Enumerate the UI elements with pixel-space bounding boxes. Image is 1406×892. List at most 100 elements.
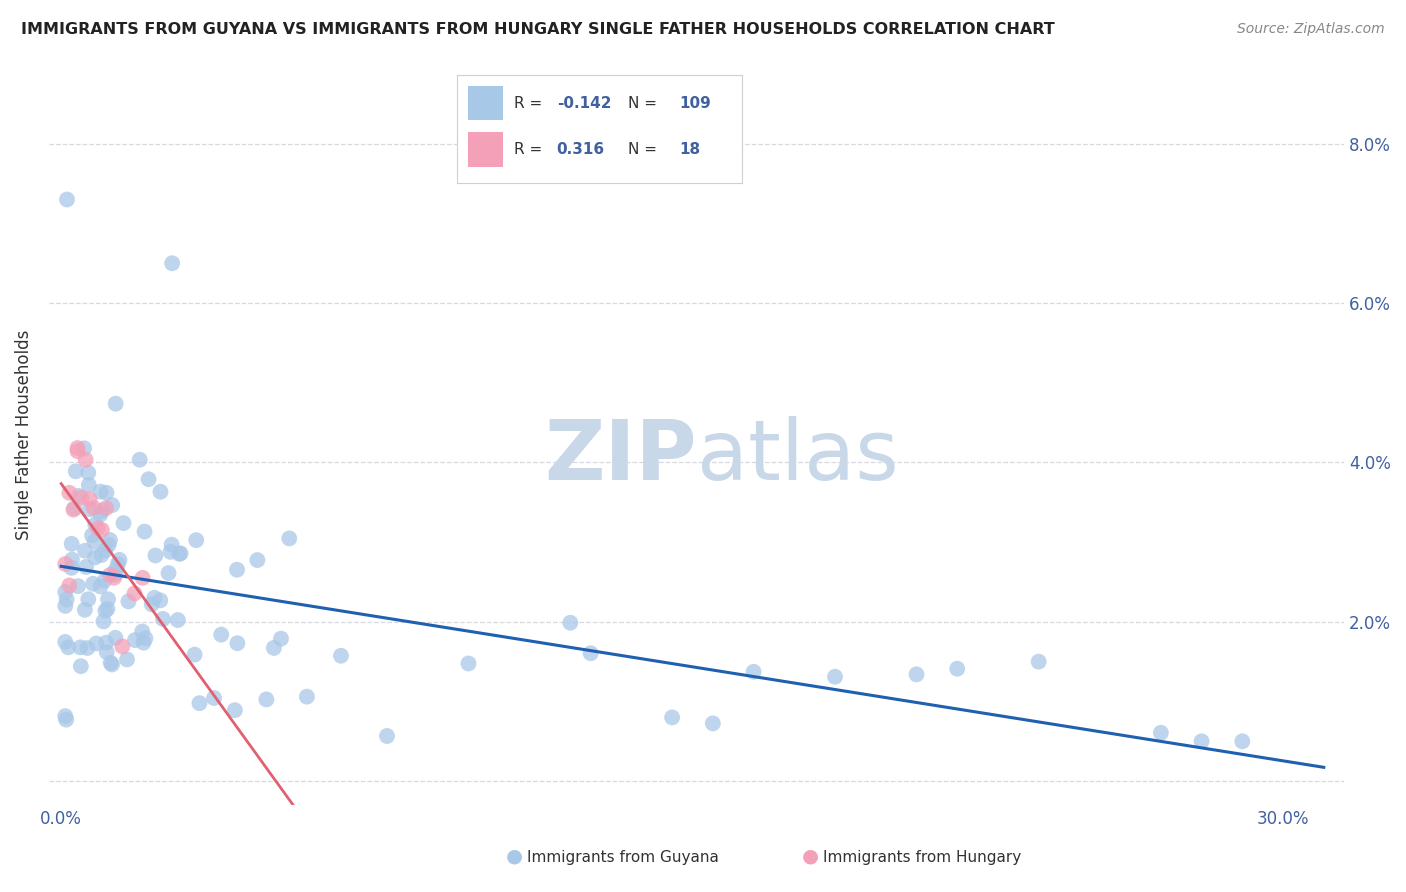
Point	[96, 602, 118, 616]
Point	[96, 645, 118, 659]
Point	[69, 640, 91, 655]
Point	[128, 452, 150, 467]
Point	[183, 648, 205, 662]
Point	[53, 585, 76, 599]
Point	[108, 553, 131, 567]
Point	[115, 652, 138, 666]
Point	[100, 656, 122, 670]
Point	[98, 568, 121, 582]
Point	[149, 484, 172, 499]
Text: Immigrants from Hungary: Immigrants from Hungary	[823, 850, 1021, 865]
Point	[96, 485, 118, 500]
Point	[1232, 734, 1254, 748]
Point	[77, 478, 100, 492]
Text: Immigrants from Guyana: Immigrants from Guyana	[527, 850, 718, 865]
Point	[246, 553, 269, 567]
Point	[80, 528, 103, 542]
Point	[134, 632, 156, 646]
Point	[84, 517, 107, 532]
Point	[77, 592, 100, 607]
Point	[97, 592, 120, 607]
Point	[330, 648, 353, 663]
Point	[98, 533, 121, 547]
Text: Source: ZipAtlas.com: Source: ZipAtlas.com	[1237, 22, 1385, 37]
Point	[90, 548, 112, 562]
Point	[186, 533, 208, 548]
Point	[270, 632, 292, 646]
Point	[149, 593, 172, 607]
Point	[560, 615, 582, 630]
Point	[86, 636, 108, 650]
Point	[70, 491, 93, 505]
Text: ●: ●	[506, 847, 523, 865]
Text: ZIP: ZIP	[544, 417, 696, 498]
Point	[107, 558, 129, 572]
Point	[58, 578, 80, 592]
Point	[73, 442, 96, 456]
Point	[209, 627, 232, 641]
Point	[94, 604, 117, 618]
Point	[60, 561, 83, 575]
Point	[75, 452, 97, 467]
Point	[124, 633, 146, 648]
Point	[226, 636, 249, 650]
Text: ●: ●	[801, 847, 818, 865]
Point	[145, 549, 167, 563]
Point	[117, 594, 139, 608]
Point	[94, 501, 117, 516]
Point	[131, 624, 153, 639]
Point	[53, 599, 76, 613]
Point	[124, 586, 146, 600]
Point	[101, 657, 124, 672]
Point	[167, 613, 190, 627]
Point	[91, 504, 114, 518]
Point	[742, 665, 765, 679]
Point	[131, 571, 153, 585]
Point	[579, 646, 602, 660]
Point	[93, 615, 115, 629]
Point	[66, 444, 89, 458]
Point	[295, 690, 318, 704]
Point	[141, 597, 163, 611]
Point	[1150, 725, 1173, 739]
Point	[60, 537, 83, 551]
Point	[55, 592, 77, 607]
Point	[77, 466, 100, 480]
Point	[226, 563, 249, 577]
Point	[58, 485, 80, 500]
Point	[278, 532, 301, 546]
Point	[53, 557, 76, 571]
Point	[82, 576, 104, 591]
Point	[79, 502, 101, 516]
Point	[824, 670, 846, 684]
Point	[63, 501, 86, 516]
Point	[62, 502, 84, 516]
Point	[66, 579, 89, 593]
Point	[661, 710, 683, 724]
Point	[134, 524, 156, 539]
Point	[159, 545, 181, 559]
Point	[188, 696, 211, 710]
Point	[104, 631, 127, 645]
Point	[97, 538, 120, 552]
Point	[87, 521, 110, 535]
Point	[224, 703, 246, 717]
Point	[60, 552, 83, 566]
Point	[96, 635, 118, 649]
Point	[157, 566, 180, 580]
Point	[69, 659, 91, 673]
Point	[1028, 655, 1050, 669]
Point	[169, 547, 191, 561]
Point	[132, 635, 155, 649]
Point	[67, 489, 90, 503]
Point	[1191, 734, 1213, 748]
Point	[89, 579, 111, 593]
Point	[79, 492, 101, 507]
Point	[53, 635, 76, 649]
Point	[375, 729, 398, 743]
Point	[263, 640, 285, 655]
Point	[83, 500, 105, 515]
Point	[946, 662, 969, 676]
Point	[89, 508, 111, 522]
Point	[94, 574, 117, 588]
